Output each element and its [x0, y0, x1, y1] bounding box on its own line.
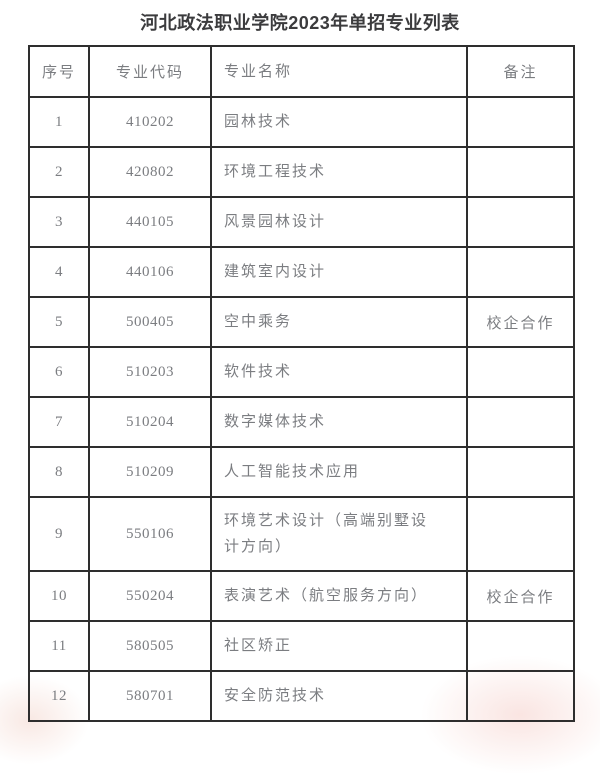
- cell-name: 表演艺术（航空服务方向）: [210, 570, 468, 622]
- cell-index: 2: [28, 146, 90, 198]
- table-row: 12 580701 安全防范技术: [28, 670, 575, 722]
- cell-index: 4: [28, 246, 90, 298]
- column-header-name: 专业名称: [210, 45, 468, 98]
- cell-remark: 校企合作: [466, 570, 575, 622]
- cell-remark: [466, 196, 575, 248]
- cell-code: 510209: [88, 446, 212, 498]
- cell-index: 1: [28, 96, 90, 148]
- cell-name: 社区矫正: [210, 620, 468, 672]
- cell-remark: 校企合作: [466, 296, 575, 348]
- table-body: 1 410202 园林技术 2 420802 环境工程技术 3 440105 风景园林设计 4 44…: [28, 96, 575, 722]
- table-row: 4 440106 建筑室内设计: [28, 246, 575, 298]
- cell-index: 10: [28, 570, 90, 622]
- page-title: 河北政法职业学院2023年单招专业列表: [140, 13, 460, 33]
- column-header-index: 序号: [28, 45, 90, 98]
- cell-name: 数字媒体技术: [210, 396, 468, 448]
- cell-name: 环境艺术设计（高端别墅设 计方向）: [210, 496, 468, 572]
- cell-code: 440105: [88, 196, 212, 248]
- cell-remark: [466, 620, 575, 672]
- cell-name: 园林技术: [210, 96, 468, 148]
- cell-remark: [466, 246, 575, 298]
- cell-name: 空中乘务: [210, 296, 468, 348]
- table-row: 5 500405 空中乘务 校企合作: [28, 296, 575, 348]
- cell-index: 9: [28, 496, 90, 572]
- table-row: 10 550204 表演艺术（航空服务方向） 校企合作: [28, 570, 575, 622]
- cell-remark: [466, 146, 575, 198]
- cell-code: 550106: [88, 496, 212, 572]
- cell-index: 5: [28, 296, 90, 348]
- cell-remark: [466, 670, 575, 722]
- cell-name: 风景园林设计: [210, 196, 468, 248]
- majors-table: 序号 专业代码 专业名称 备注 1 410202 园林技术 2 420802 环境工程技术…: [28, 45, 575, 722]
- cell-name: 环境工程技术: [210, 146, 468, 198]
- table-row: 9 550106 环境艺术设计（高端别墅设 计方向）: [28, 496, 575, 572]
- column-header-remark: 备注: [466, 45, 575, 98]
- table-row: 6 510203 软件技术: [28, 346, 575, 398]
- table-row: 2 420802 环境工程技术: [28, 146, 575, 198]
- cell-remark: [466, 346, 575, 398]
- cell-remark: [466, 96, 575, 148]
- cell-remark: [466, 396, 575, 448]
- cell-code: 580505: [88, 620, 212, 672]
- header-row: 序号 专业代码 专业名称 备注: [28, 45, 575, 98]
- table-row: 1 410202 园林技术: [28, 96, 575, 148]
- cell-index: 3: [28, 196, 90, 248]
- cell-name: 安全防范技术: [210, 670, 468, 722]
- cell-index: 8: [28, 446, 90, 498]
- cell-name: 建筑室内设计: [210, 246, 468, 298]
- cell-remark: [466, 446, 575, 498]
- column-header-code: 专业代码: [88, 45, 212, 98]
- cell-code: 420802: [88, 146, 212, 198]
- cell-remark: [466, 496, 575, 572]
- cell-code: 510204: [88, 396, 212, 448]
- cell-code: 510203: [88, 346, 212, 398]
- cell-index: 6: [28, 346, 90, 398]
- cell-code: 500405: [88, 296, 212, 348]
- table-row: 11 580505 社区矫正: [28, 620, 575, 672]
- cell-name: 人工智能技术应用: [210, 446, 468, 498]
- cell-code: 550204: [88, 570, 212, 622]
- cell-index: 12: [28, 670, 90, 722]
- table-row: 8 510209 人工智能技术应用: [28, 446, 575, 498]
- cell-code: 440106: [88, 246, 212, 298]
- cell-code: 580701: [88, 670, 212, 722]
- cell-index: 7: [28, 396, 90, 448]
- table-row: 7 510204 数字媒体技术: [28, 396, 575, 448]
- cell-code: 410202: [88, 96, 212, 148]
- table-row: 3 440105 风景园林设计: [28, 196, 575, 248]
- cell-index: 11: [28, 620, 90, 672]
- table-header: 序号 专业代码 专业名称 备注: [28, 45, 575, 98]
- cell-name: 软件技术: [210, 346, 468, 398]
- document-page: 河北政法职业学院2023年单招专业列表 序号 专业代码 专业名称 备注 1 410…: [0, 13, 600, 775]
